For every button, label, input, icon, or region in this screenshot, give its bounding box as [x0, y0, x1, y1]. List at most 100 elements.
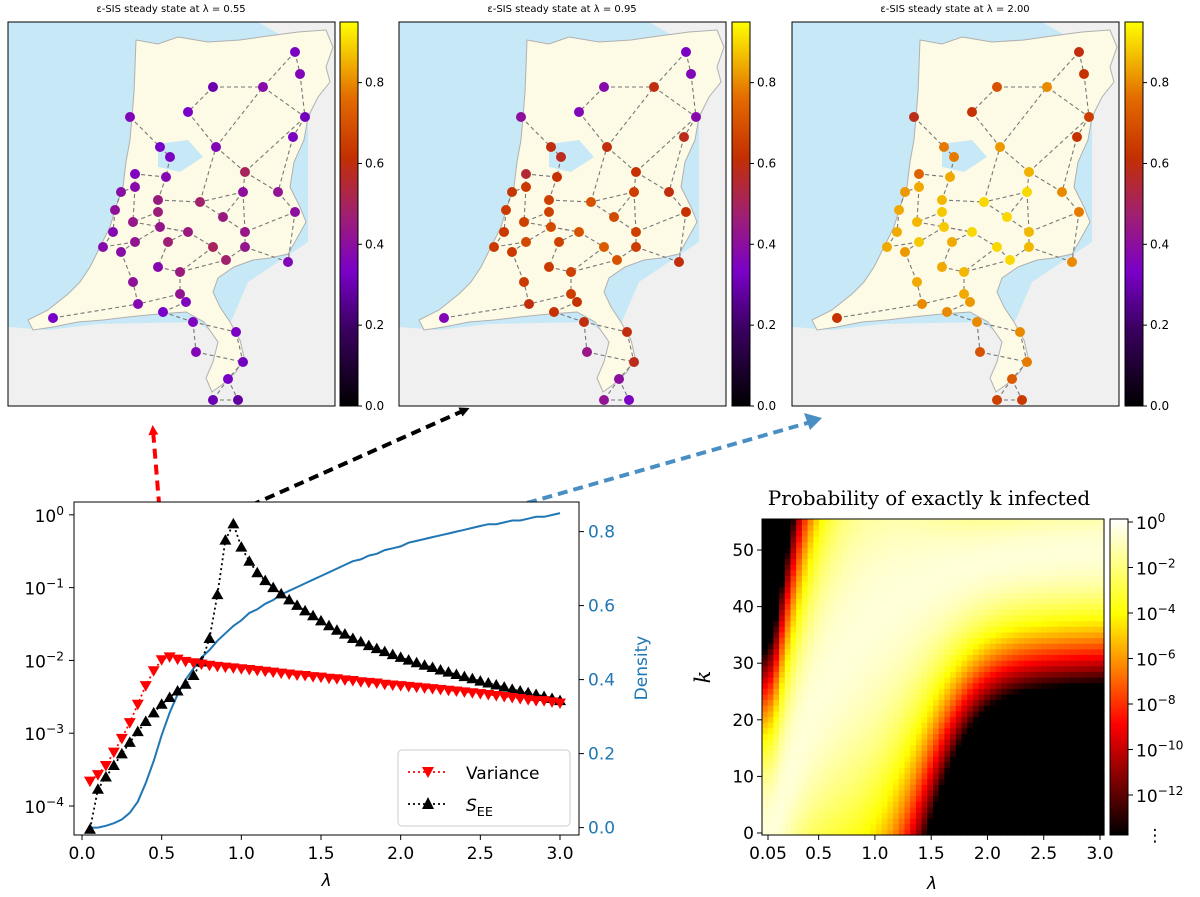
map-node: [1015, 327, 1025, 337]
heatmap-cell: [836, 524, 843, 531]
heatmap-cell: [1047, 767, 1054, 774]
heatmap-cell: [779, 654, 786, 661]
heatmap-cell: [927, 552, 934, 560]
legend-box: [397, 749, 571, 827]
heatmap-cell: [944, 626, 951, 633]
heatmap-cell: [824, 569, 831, 577]
heatmap-cell: [881, 818, 888, 825]
map-node: [937, 207, 947, 217]
heatmap-cell: [796, 727, 803, 735]
heatmap-cell: [887, 801, 894, 808]
heatmap-cell: [858, 614, 866, 622]
heatmap-cell: [978, 530, 985, 537]
heatmap-cell: [853, 620, 860, 627]
heatmap-cell: [881, 693, 888, 701]
heatmap-cell: [955, 535, 963, 543]
heatmap-cell: [1024, 789, 1031, 797]
heatmap-cell: [921, 778, 928, 785]
heatmap-cell: [915, 671, 923, 678]
heatmap-cell: [801, 603, 809, 610]
heatmap-cell: [927, 524, 934, 531]
heatmap-cell: [887, 761, 894, 768]
heatmap-cell: [893, 784, 900, 791]
heatmap-cell: [807, 586, 814, 593]
heatmap-cell: [836, 784, 843, 791]
heatmap-cell: [1007, 682, 1014, 689]
heatmap-cell: [1081, 829, 1088, 836]
map-node: [195, 197, 205, 207]
heatmap-cell: [1081, 626, 1088, 633]
heatmap-cell: [933, 648, 940, 656]
heatmap-cell: [1058, 660, 1065, 667]
heatmap-cell: [898, 648, 906, 656]
heatmap-cell: [1098, 784, 1105, 791]
heatmap-cell: [1086, 699, 1094, 706]
heatmap-cell: [881, 744, 888, 751]
heatmap-cell: [1012, 789, 1020, 797]
heatmap-cell: [864, 660, 871, 667]
heatmap-cell: [830, 733, 837, 740]
heatmap-cell: [876, 598, 883, 605]
heatmap-cell: [1018, 592, 1025, 599]
heatmap-cell: [893, 592, 900, 599]
heatmap-cell: [841, 722, 849, 729]
heatmap-cell: [938, 524, 945, 531]
heatmap-cell: [1007, 643, 1014, 650]
heatmap-cell: [779, 761, 786, 768]
heatmap-cell: [1064, 564, 1071, 571]
heatmap-cell: [887, 519, 894, 526]
heatmap-cell: [1035, 643, 1042, 650]
heatmap-cell: [841, 620, 849, 627]
heatmap-cell: [864, 767, 871, 774]
heatmap-cell: [762, 598, 769, 605]
heatmap-cell: [984, 547, 991, 554]
heatmap-cell: [801, 733, 809, 740]
heatmap-cell: [813, 609, 820, 616]
heatmap-cell: [836, 660, 843, 667]
heatmap-cell: [972, 530, 980, 537]
heatmap-cell: [847, 631, 854, 639]
heatmap-cell: [790, 631, 797, 639]
heatmap-cell: [961, 761, 968, 768]
heatmap-cell: [1041, 739, 1048, 746]
heatmap-cell: [990, 586, 997, 593]
heatmap-cell: [1081, 677, 1088, 684]
heatmap-cell: [967, 722, 974, 729]
heatmap-cell: [1041, 564, 1048, 571]
heatmap-cell: [807, 603, 814, 610]
heatmap-cell: [841, 654, 849, 661]
heatmap-cell: [841, 693, 849, 701]
heatmap-cell: [967, 716, 974, 723]
heatmap-cell: [773, 558, 780, 565]
see-point: [307, 609, 320, 621]
heatmap-cell: [1012, 558, 1020, 565]
heatmap-cell: [870, 756, 877, 763]
heatmap-cell: [1086, 586, 1094, 593]
heatmap-cell: [1007, 693, 1014, 701]
heatmap-cell: [961, 581, 968, 588]
heatmap-cell: [938, 620, 945, 627]
map-edge: [52, 303, 139, 319]
heatmap-cell: [881, 530, 888, 537]
heatmap-cell: [933, 761, 940, 768]
heatmap-cell: [1069, 710, 1077, 718]
heatmap-cell: [927, 750, 934, 757]
heatmap-cell: [893, 541, 900, 548]
heatmap-cell: [819, 547, 826, 554]
heatmap-cell: [847, 693, 854, 701]
heatmap-cell: [870, 772, 877, 780]
heatmap-cell: [938, 784, 945, 791]
heatmap-cell: [1052, 761, 1059, 768]
see-point: [99, 771, 112, 782]
heatmap-cell: [813, 756, 820, 763]
heatmap-cell: [773, 699, 780, 706]
heatmap-cell: [887, 609, 894, 616]
heatmap-cell: [876, 654, 883, 661]
heatmap-cell: [819, 631, 826, 639]
heatmap-cell: [1086, 614, 1094, 622]
heatmap-cell: [1001, 727, 1008, 735]
heatmap-cell: [864, 631, 871, 639]
heatmap-cell: [1069, 772, 1077, 780]
heatmap-cell: [773, 784, 780, 791]
heatmap-cell: [1075, 643, 1082, 650]
